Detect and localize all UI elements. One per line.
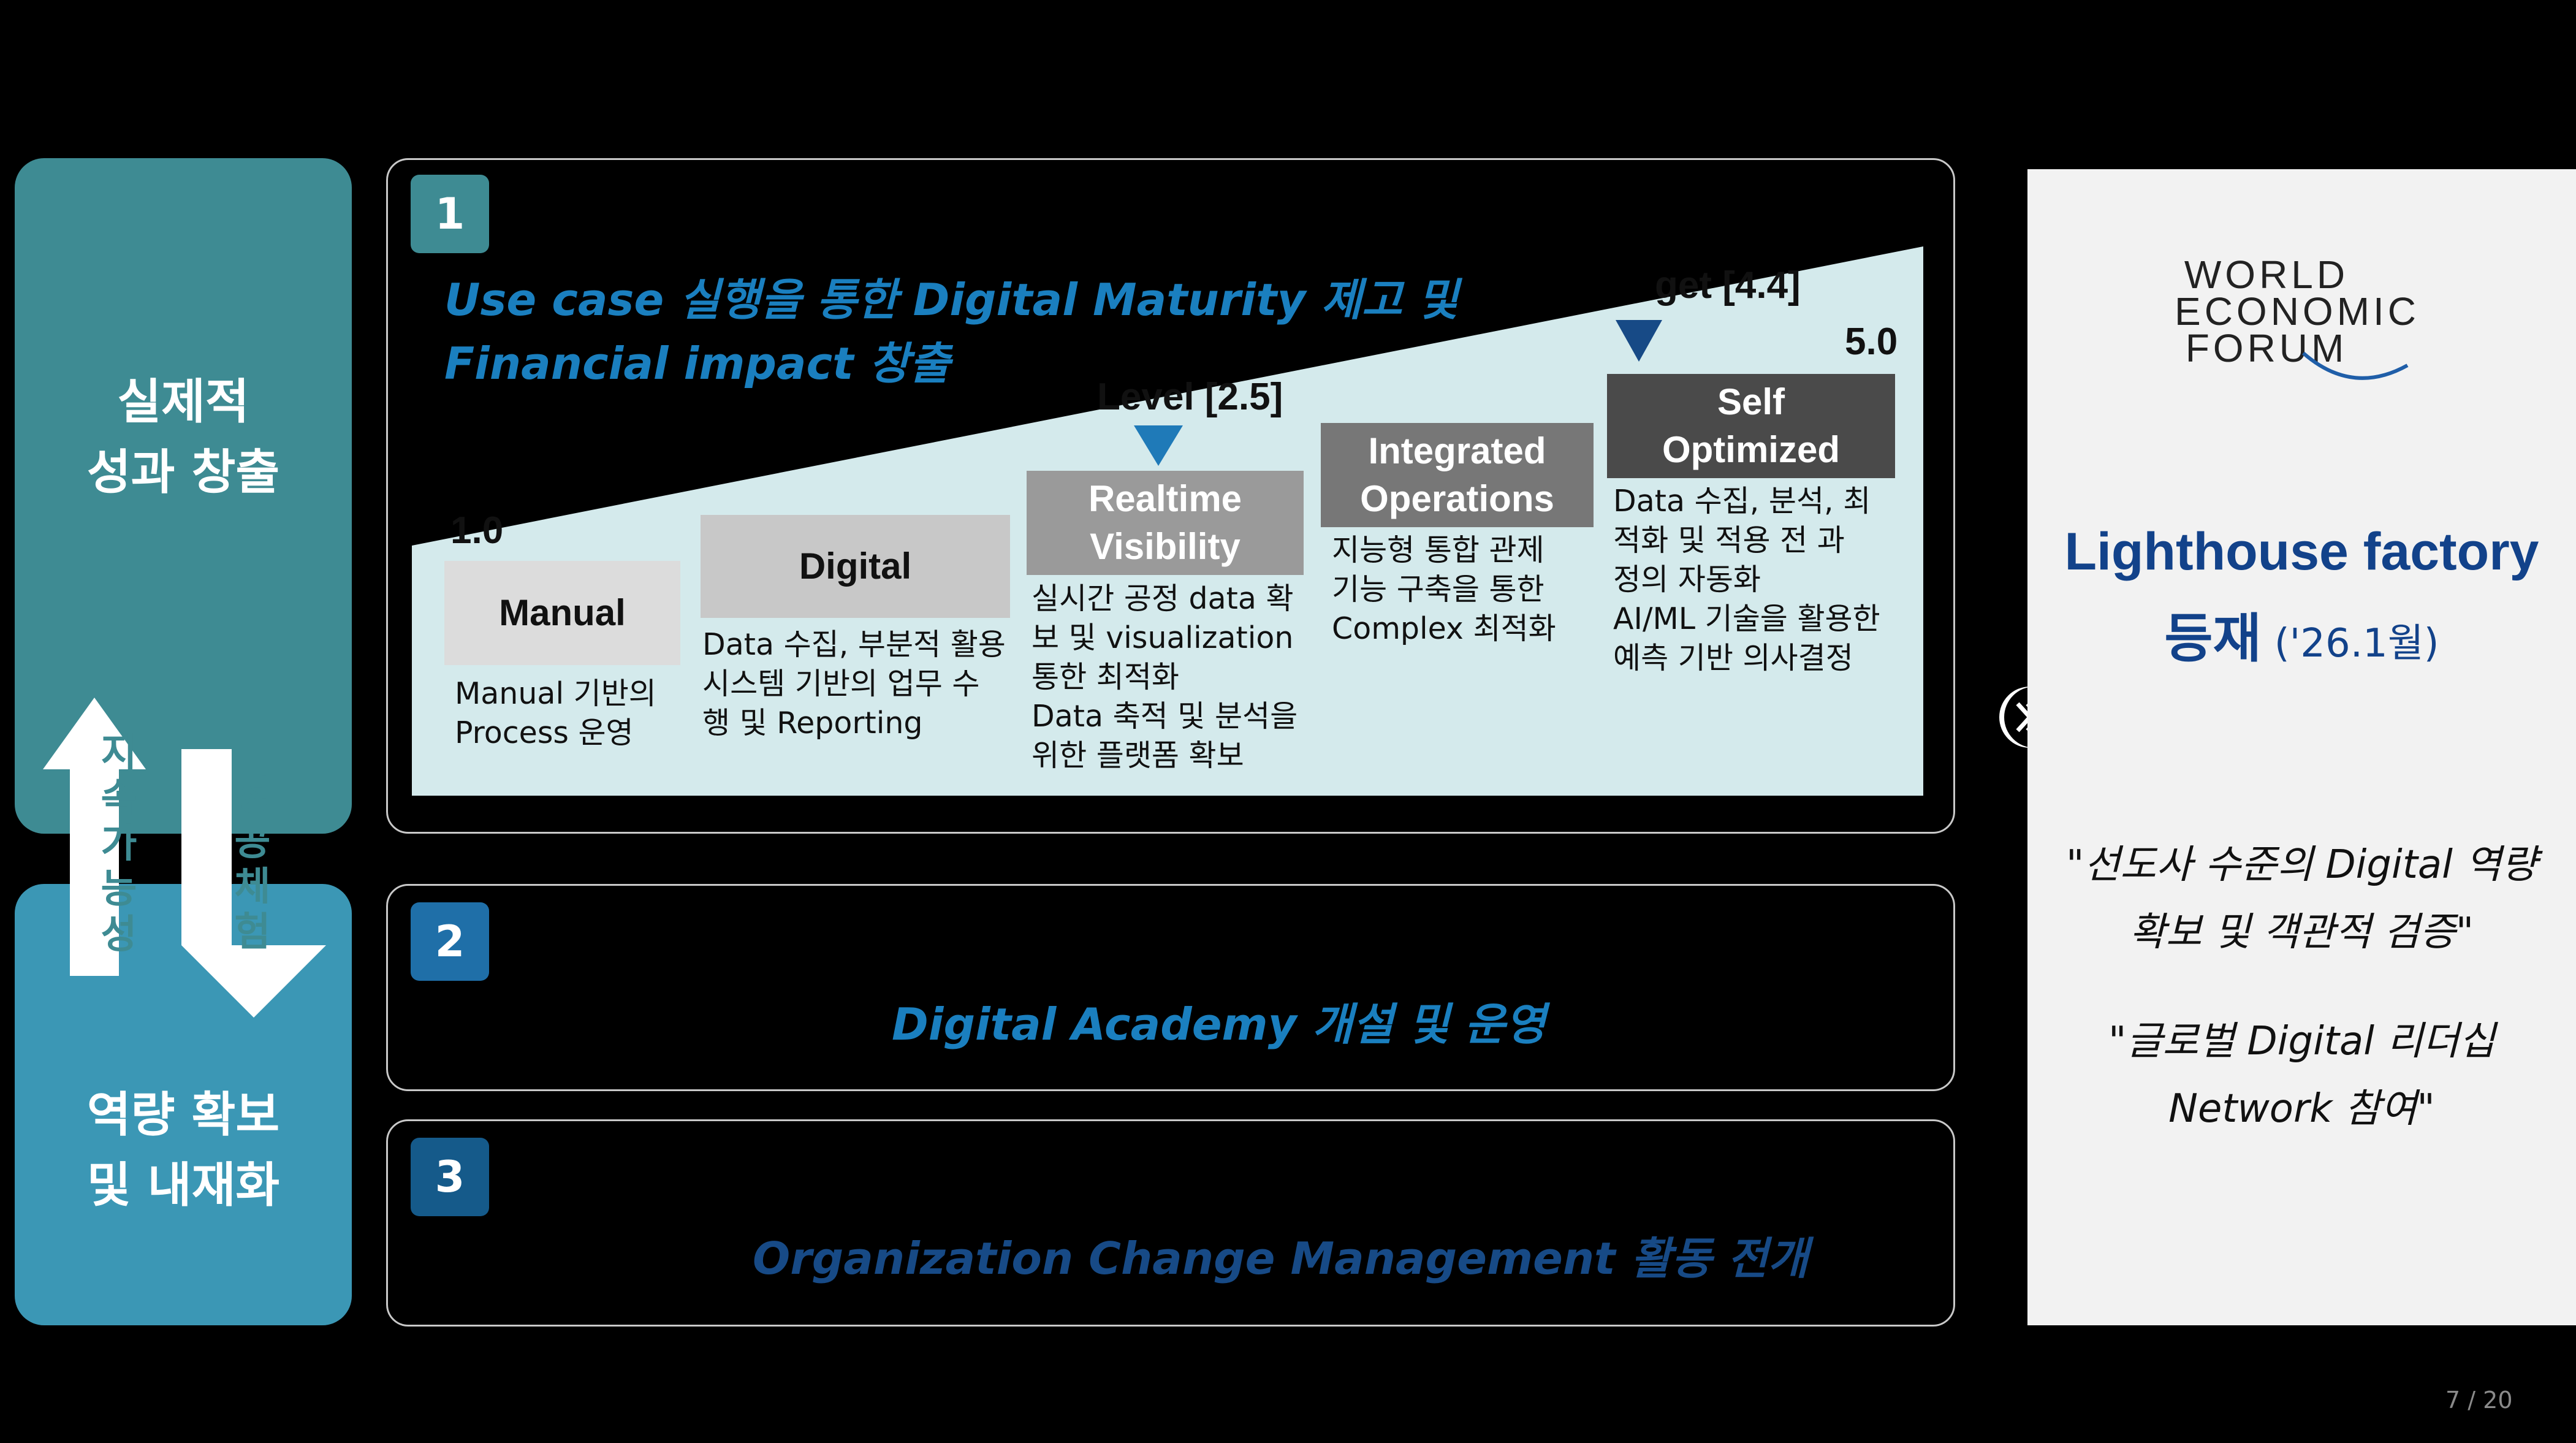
wef-title-line2-row: 등재 ('26.1월) — [2027, 595, 2576, 672]
down-arrow-icon — [181, 749, 326, 1018]
initiative-1-title-line1: Use case 실행을 통한 Digital Maturity 제고 및 — [444, 274, 1459, 326]
scale-end-label: 5.0 — [1845, 321, 1898, 363]
success-experience-label: 성 공 체 험 — [234, 774, 271, 955]
pillar-capability-label: 역량 확보 및 내재화 — [86, 1087, 280, 1213]
stage-self-optimized-desc: Data 수집, 분석, 최 적화 및 적용 전 과 정의 자동화 AI/ML … — [1613, 484, 1880, 676]
stage-realtime-visibility: Realtime Visibility — [1027, 471, 1304, 575]
wef-title-line1: Lighthouse factory — [2064, 522, 2539, 581]
sustainability-label: 지 속 가 능 성 — [101, 731, 137, 958]
wef-quote-1: "선도사 수준의 Digital 역량 확보 및 객관적 검증" — [2065, 842, 2538, 955]
target-level-marker-icon — [1616, 320, 1662, 362]
target-level-label: get [4.4] — [1655, 264, 1801, 306]
initiative-2-box — [386, 884, 1955, 1091]
initiative-2-title: Digital Academy 개설 및 운영 — [892, 999, 1546, 1050]
stage-realtime-visibility-desc: 실시간 공정 data 확 보 및 visualization 통한 최적화 D… — [1032, 581, 1298, 773]
stage-self-optimized: Self Optimized — [1607, 374, 1895, 478]
stage-integrated-operations-desc: 지능형 통합 관제 기능 구축을 통한 Complex 최적화 — [1332, 533, 1556, 646]
stage-digital: Digital — [701, 515, 1010, 618]
page-number: 7 / 20 — [2445, 1387, 2513, 1414]
pillar-performance-label: 실제적 성과 창출 — [86, 375, 280, 500]
up-arrow-icon — [43, 698, 146, 976]
wef-logo-arc — [2302, 351, 2409, 380]
initiative-3-title: Organization Change Management 활동 전개 — [753, 1233, 1809, 1284]
arrows-graphic — [43, 698, 326, 1018]
scale-start-label: 1.0 — [450, 509, 504, 552]
stage-digital-desc: Data 수집, 부분적 활용 시스템 기반의 업무 수 행 및 Reporti… — [702, 627, 1006, 741]
initiative-1-title-line2: Financial impact 창출 — [444, 338, 951, 389]
initiative-3-box — [386, 1119, 1955, 1327]
wef-title-line2: 등재 — [2164, 608, 2262, 669]
stage-integrated-operations: Integrated Operations — [1321, 423, 1594, 527]
initiative-1-badge: 1 — [411, 175, 489, 253]
initiative-1-box — [386, 158, 1955, 834]
wef-logo-line2: ECONOMIC — [2175, 289, 2420, 333]
wef-logo-line1: WORLD — [2184, 253, 2349, 297]
pillar-performance: 실제적 성과 창출 — [15, 158, 352, 834]
current-level-marker-icon — [1134, 425, 1183, 466]
wef-logo-line3: FORUM — [2185, 326, 2348, 370]
current-level-label: Level [2.5] — [1097, 376, 1283, 418]
stage-manual: Manual — [444, 561, 680, 665]
wef-title-date: ('26.1월) — [2274, 621, 2439, 666]
stage-manual-desc: Manual 기반의 Process 운영 — [455, 676, 656, 750]
initiative-3-badge: 3 — [411, 1138, 489, 1216]
wef-quote-2: "글로벌 Digital 리더십 Network 참여" — [2108, 1019, 2495, 1132]
initiative-2-badge: 2 — [411, 902, 489, 981]
wef-panel: WORLD ECONOMIC FORUM Lighthouse factory … — [2027, 169, 2576, 1325]
